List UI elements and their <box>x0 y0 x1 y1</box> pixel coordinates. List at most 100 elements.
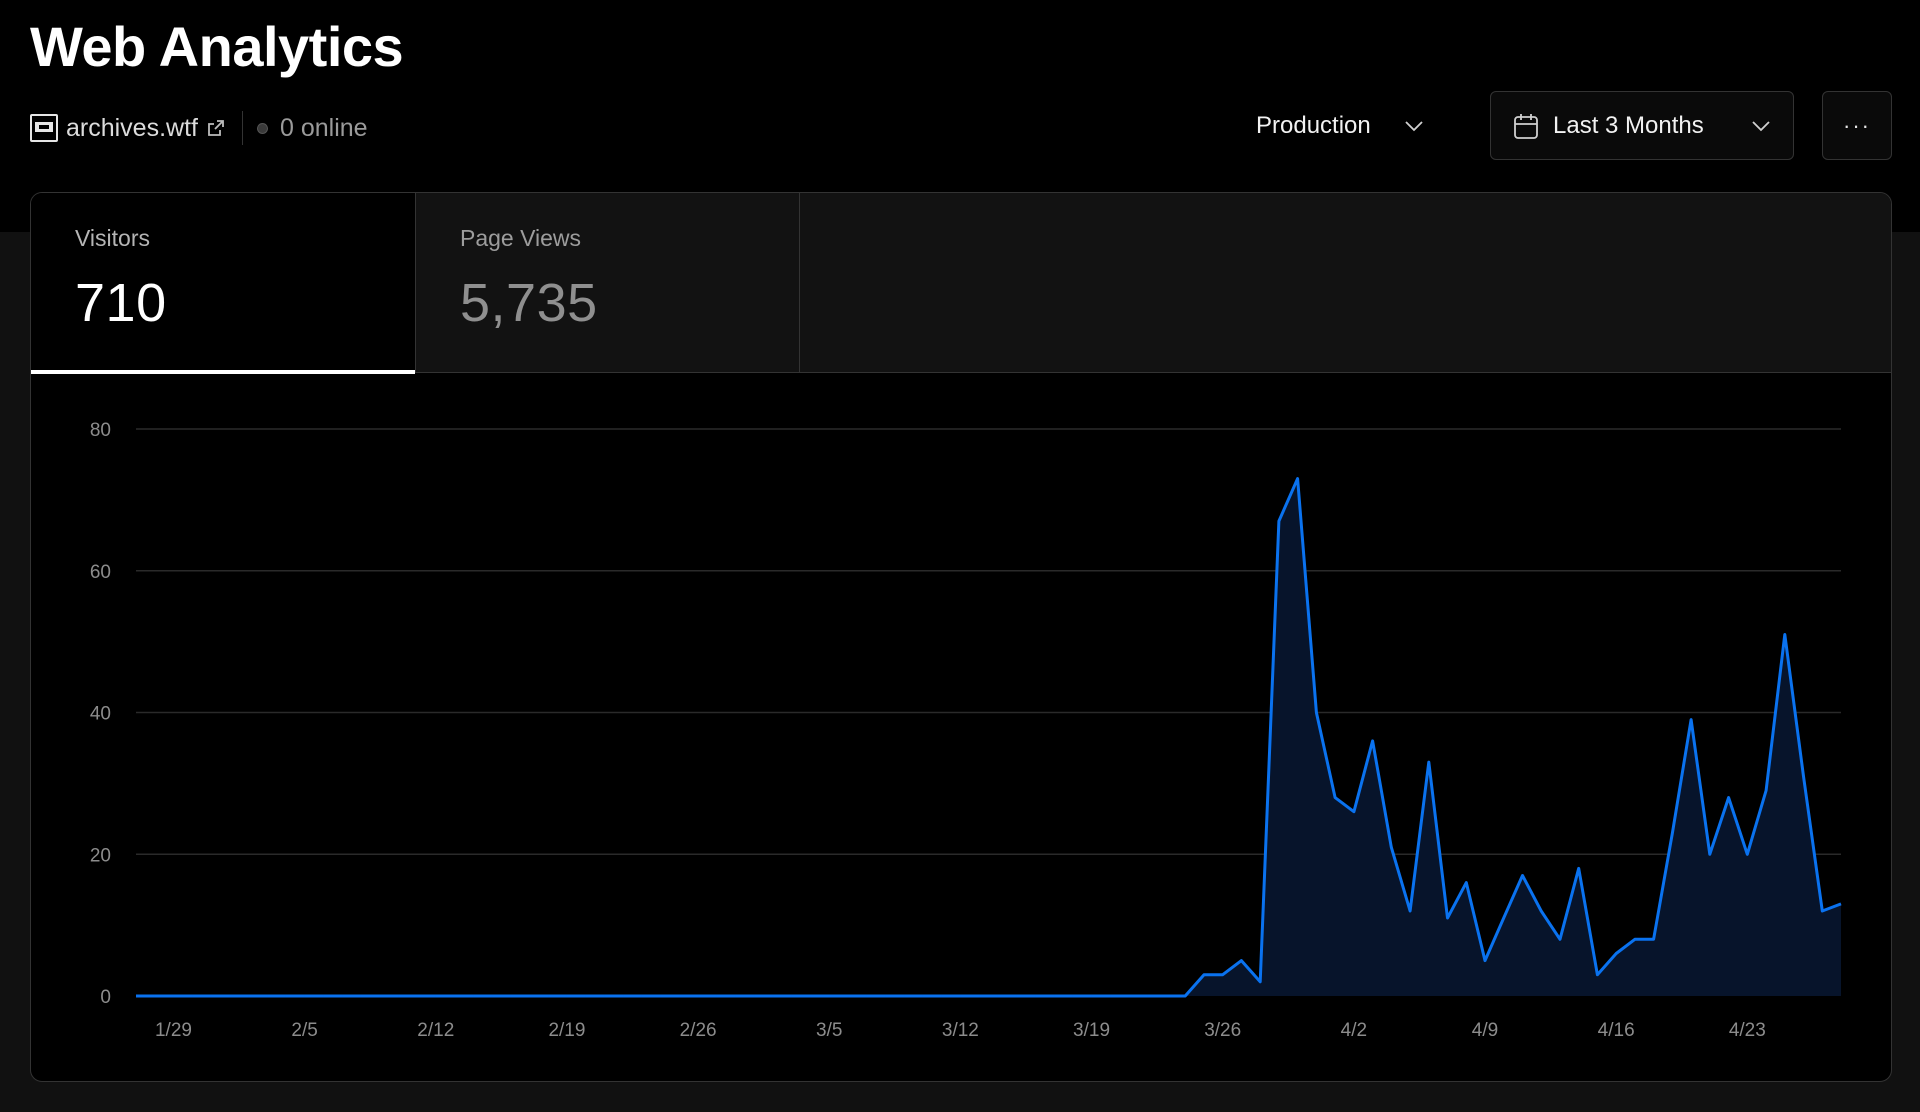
data-point <box>472 995 474 997</box>
data-point <box>1091 995 1093 997</box>
site-info-row: archives.wtf 0 online <box>30 110 368 146</box>
data-point <box>529 995 531 997</box>
tab-page-views[interactable]: Page Views 5,735 <box>416 193 800 373</box>
data-point <box>379 995 381 997</box>
more-icon: ··· <box>1843 112 1871 138</box>
data-point <box>697 995 699 997</box>
data-point <box>941 995 943 997</box>
data-point <box>1747 853 1749 855</box>
y-tick-label: 0 <box>100 987 111 1008</box>
online-count: 0 online <box>279 113 368 142</box>
visitors-chart: 0 20 40 60 80 1/29 2/5 2/12 2/19 2/26 3/5 3/12 3/19 3… <box>31 373 1891 1081</box>
x-tick-label: 3/26 <box>1204 1020 1241 1041</box>
more-options-button[interactable]: ··· <box>1822 91 1892 160</box>
x-tick-label: 3/19 <box>1073 1020 1110 1041</box>
data-point <box>416 995 418 997</box>
data-point <box>1353 811 1355 813</box>
data-point <box>585 995 587 997</box>
data-point <box>1447 917 1449 919</box>
data-point <box>1053 995 1055 997</box>
data-point <box>1784 634 1786 636</box>
y-tick-label: 60 <box>90 562 111 583</box>
data-point <box>1428 761 1430 763</box>
data-point <box>1109 995 1111 997</box>
page-title: Web Analytics <box>30 15 404 78</box>
data-point <box>510 995 512 997</box>
data-point <box>304 995 306 997</box>
site-name-link[interactable]: archives.wtf <box>66 113 198 142</box>
data-point <box>1690 719 1692 721</box>
data-point <box>285 995 287 997</box>
environment-select[interactable]: Production <box>1240 100 1440 152</box>
data-point <box>547 995 549 997</box>
data-point <box>1484 960 1486 962</box>
tab-visitors[interactable]: Visitors 710 <box>31 193 415 374</box>
data-point <box>1803 775 1805 777</box>
calendar-icon <box>1514 113 1538 139</box>
data-point <box>885 995 887 997</box>
date-range-select[interactable]: Last 3 Months <box>1490 91 1794 160</box>
x-tick-label: 2/19 <box>548 1020 585 1041</box>
data-point <box>660 995 662 997</box>
data-point <box>360 995 362 997</box>
tab-divider <box>799 193 800 373</box>
data-point <box>1653 939 1655 941</box>
data-point <box>1278 520 1280 522</box>
tab-label: Visitors <box>75 225 150 251</box>
tab-value: 710 <box>75 273 167 333</box>
divider <box>241 111 243 145</box>
data-point <box>960 995 962 997</box>
data-point <box>1297 478 1299 480</box>
data-point <box>1522 875 1524 877</box>
chart-svg: 0 20 40 60 80 1/29 2/5 2/12 2/19 2/26 3/5 3/12 3/19 3… <box>90 420 1842 1041</box>
data-point <box>1409 910 1411 912</box>
metric-tabs: Visitors 710 Page Views 5,735 <box>31 193 1891 374</box>
data-point <box>1241 960 1243 962</box>
data-point <box>1372 740 1374 742</box>
x-tick-label: 2/12 <box>417 1020 454 1041</box>
data-point <box>1578 868 1580 870</box>
chevron-down-icon <box>1405 121 1423 132</box>
data-point <box>828 995 830 997</box>
data-point <box>1634 939 1636 941</box>
data-point <box>1035 995 1037 997</box>
site-favicon-icon <box>30 114 58 142</box>
data-point <box>1615 953 1617 955</box>
data-point <box>735 995 737 997</box>
analytics-card: Visitors 710 Page Views 5,735 0 20 40 60 80 1… <box>30 192 1892 1082</box>
data-point <box>341 995 343 997</box>
data-point <box>1222 974 1224 976</box>
y-tick-label: 20 <box>90 845 111 866</box>
series-area <box>136 478 1841 997</box>
data-point <box>1391 846 1393 848</box>
x-tick-label: 1/29 <box>155 1020 192 1041</box>
data-point <box>997 995 999 997</box>
data-point <box>566 995 568 997</box>
data-point <box>435 995 437 997</box>
y-tick-label: 40 <box>90 704 111 725</box>
external-link-icon[interactable] <box>206 118 226 138</box>
data-point <box>604 995 606 997</box>
data-point <box>1128 995 1130 997</box>
data-point <box>641 995 643 997</box>
data-point <box>229 995 231 997</box>
data-point <box>922 995 924 997</box>
x-tick-label: 4/23 <box>1729 1020 1766 1041</box>
data-point <box>323 995 325 997</box>
data-point <box>191 995 193 997</box>
tab-value: 5,735 <box>460 273 598 333</box>
x-tick-label: 4/9 <box>1472 1020 1498 1041</box>
data-point <box>454 995 456 997</box>
tab-divider <box>415 193 416 373</box>
x-tick-label: 4/16 <box>1598 1020 1635 1041</box>
data-point <box>210 995 212 997</box>
online-status-dot-icon <box>256 122 268 134</box>
data-point <box>1316 712 1318 714</box>
data-point <box>791 995 793 997</box>
y-tick-label: 80 <box>90 420 111 441</box>
x-tick-label: 3/12 <box>942 1020 979 1041</box>
data-point <box>716 995 718 997</box>
data-point <box>847 995 849 997</box>
data-point <box>1016 995 1018 997</box>
x-tick-label: 2/5 <box>291 1020 317 1041</box>
